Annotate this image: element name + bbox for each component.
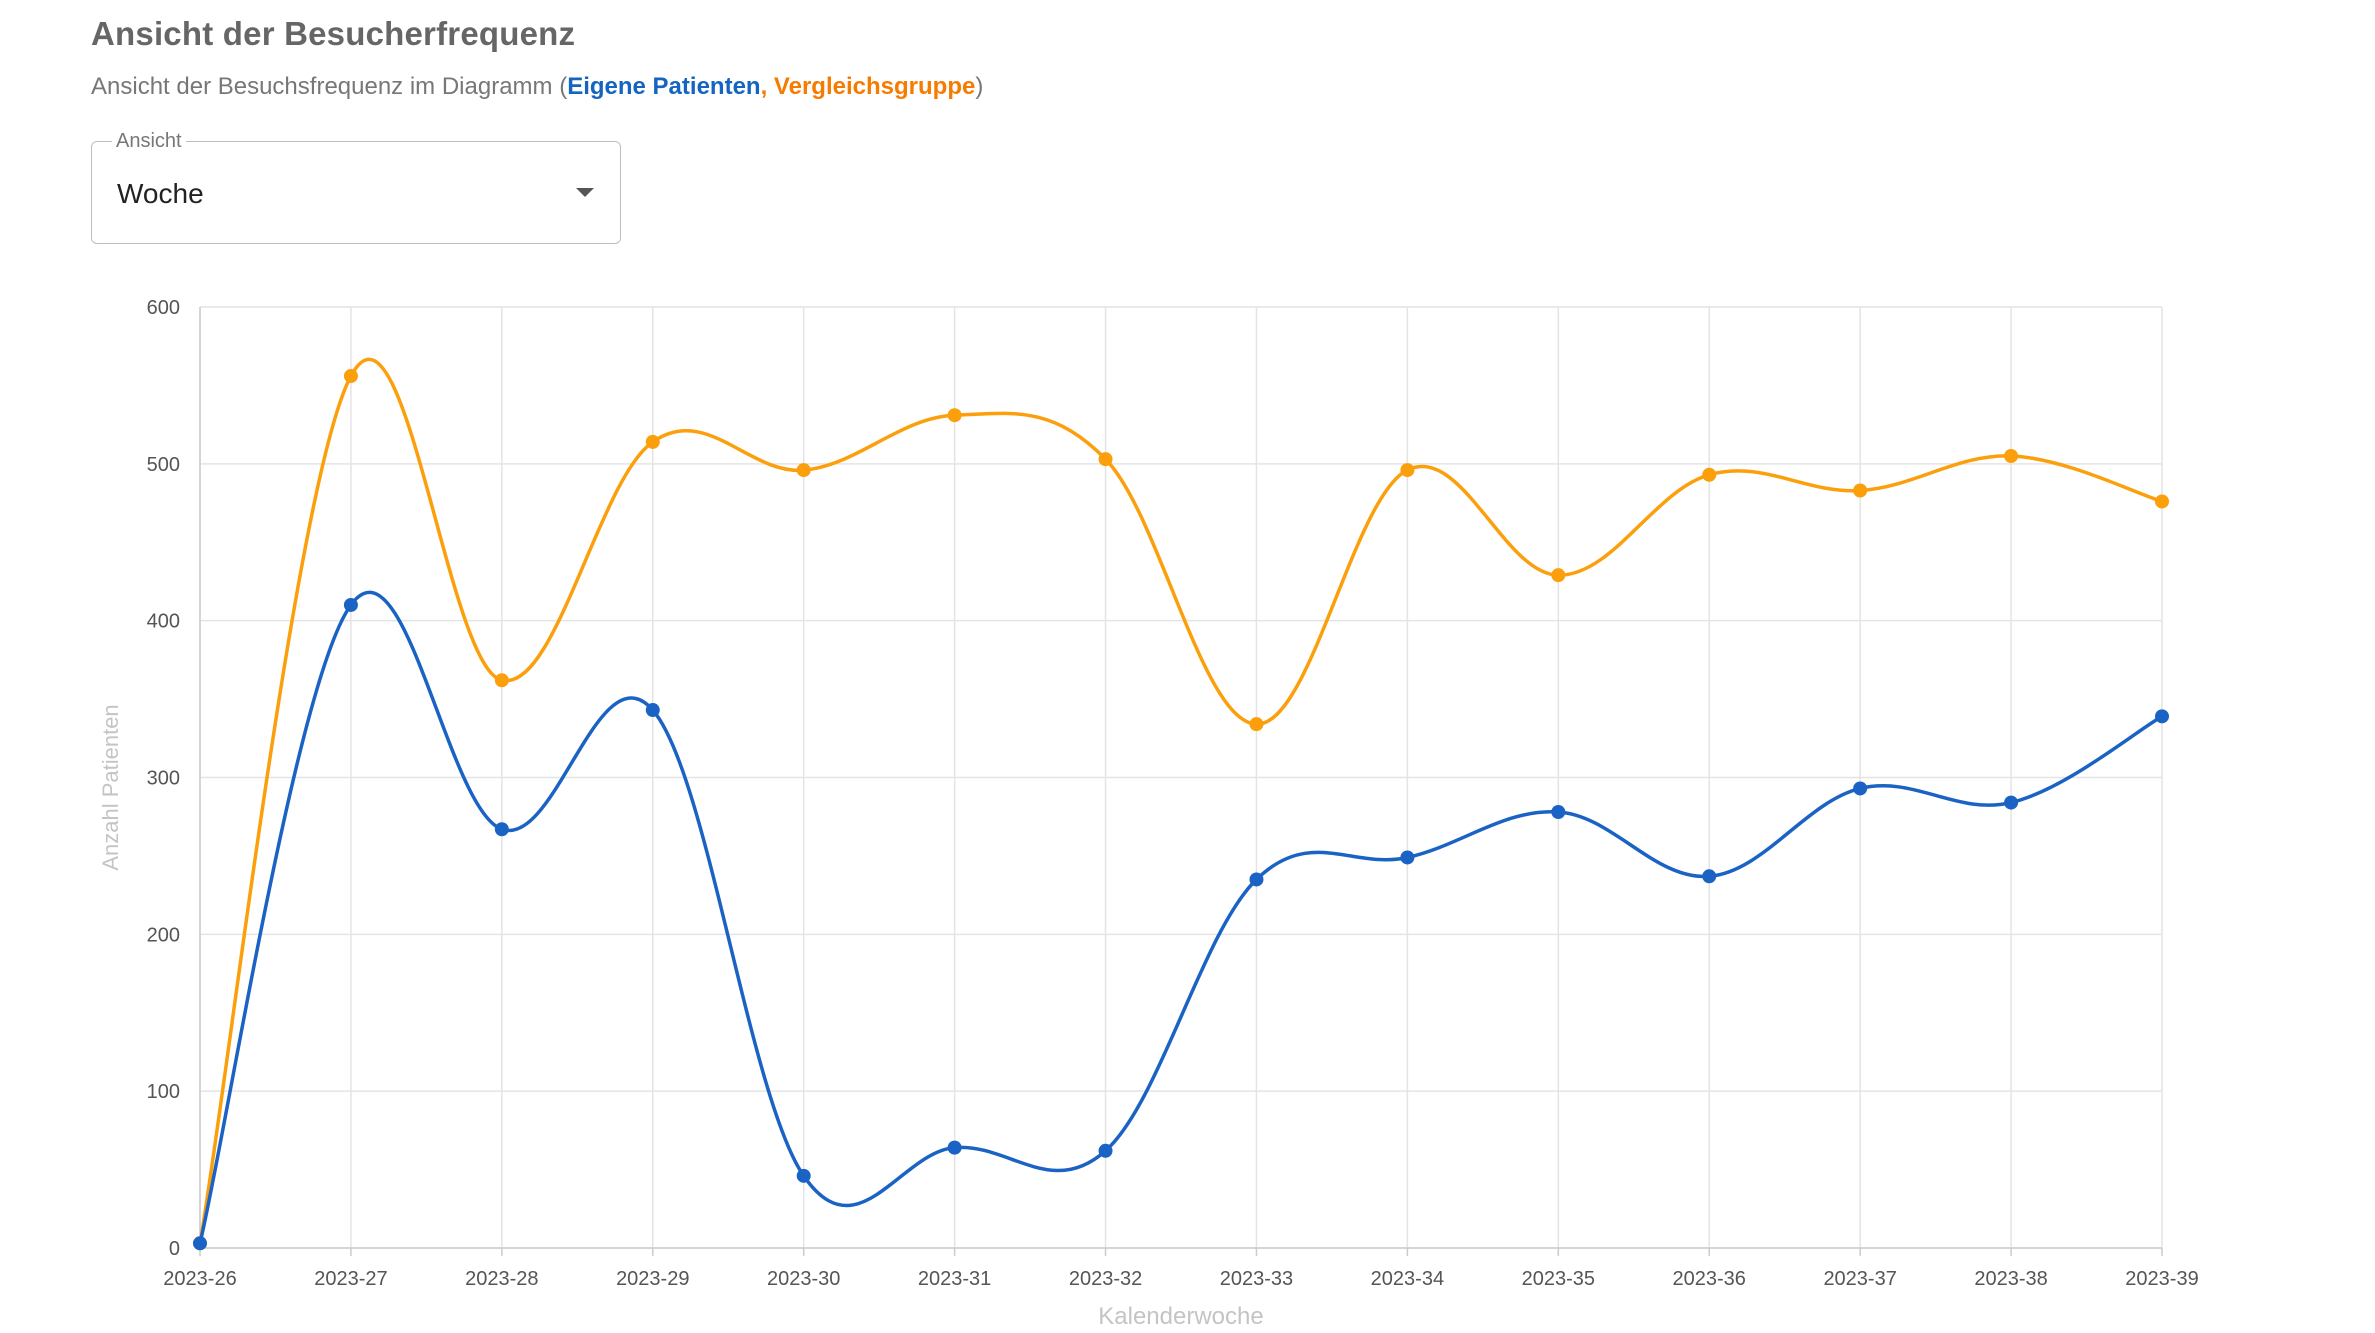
legend-comparison-group[interactable]: Vergleichsgruppe (773, 73, 976, 100)
data-point-own-patients-2023-36 (1702, 869, 1717, 884)
data-point-own-patients-2023-39 (2155, 709, 2169, 724)
x-tick-label: 2023-33 (1220, 1268, 1293, 1290)
y-tick-label: 400 (147, 611, 180, 633)
data-point-comparison-group-2023-28 (494, 673, 509, 688)
x-axis-title: Kalenderwoche (1098, 1303, 1263, 1330)
page-title: Ansicht der Besucherfrequenz (91, 15, 576, 52)
legend-separator: , (760, 73, 774, 100)
view-select[interactable]: Ansicht Woche (91, 128, 621, 244)
data-point-comparison-group-2023-32 (1098, 452, 1113, 467)
series-line-comparison-group (198, 357, 2163, 1244)
x-tick-label: 2023-28 (465, 1268, 538, 1290)
arrow-drop-down-icon[interactable] (576, 188, 594, 197)
data-point-own-patients-2023-28 (494, 822, 509, 837)
data-point-comparison-group-2023-36 (1702, 467, 1717, 482)
data-point-own-patients-2023-27 (343, 597, 358, 612)
x-tick-label: 2023-39 (2125, 1268, 2198, 1290)
view-select-label: Ansicht (112, 128, 186, 154)
data-point-comparison-group-2023-38 (2004, 448, 2019, 463)
data-point-own-patients-2023-32 (1098, 1143, 1113, 1158)
data-point-comparison-group-2023-37 (1853, 483, 1868, 498)
y-axis-title: Anzahl Patienten (98, 704, 123, 870)
page-subtitle: Ansicht der Besuchsfrequenz im Diagramm … (91, 72, 983, 102)
x-tick-label: 2023-36 (1673, 1268, 1746, 1290)
header: Ansicht der Besucherfrequenz Ansicht der… (91, 14, 983, 102)
x-tick-label: 2023-30 (767, 1268, 840, 1290)
data-point-own-patients-2023-30 (796, 1168, 811, 1183)
subtitle-suffix: ) (975, 73, 984, 100)
data-point-own-patients-2023-26 (193, 1236, 207, 1251)
y-tick-label: 600 (147, 297, 180, 319)
data-point-comparison-group-2023-35 (1551, 568, 1566, 583)
y-tick-label: 500 (147, 454, 180, 476)
data-point-comparison-group-2023-30 (796, 463, 811, 478)
x-tick-label: 2023-37 (1823, 1268, 1896, 1290)
x-tick-label: 2023-27 (314, 1268, 387, 1290)
data-point-own-patients-2023-37 (1853, 781, 1868, 796)
data-point-own-patients-2023-35 (1551, 805, 1566, 820)
legend-own-patients[interactable]: Eigene Patienten (567, 73, 761, 100)
data-point-own-patients-2023-31 (947, 1140, 962, 1155)
y-tick-label: 100 (147, 1081, 180, 1103)
data-point-own-patients-2023-29 (645, 703, 660, 718)
view-select-value[interactable]: Woche (117, 178, 204, 209)
subtitle-prefix: Ansicht der Besuchsfrequenz im Diagramm … (91, 73, 568, 100)
data-point-own-patients-2023-33 (1249, 872, 1264, 887)
data-point-own-patients-2023-34 (1400, 850, 1415, 865)
data-point-comparison-group-2023-39 (2155, 494, 2169, 509)
data-point-comparison-group-2023-33 (1249, 717, 1264, 732)
data-point-comparison-group-2023-34 (1400, 463, 1415, 478)
x-tick-label: 2023-26 (163, 1268, 236, 1290)
y-tick-label: 200 (147, 924, 180, 946)
y-tick-label: 300 (147, 768, 180, 790)
series-line-own-patients (198, 591, 2163, 1244)
data-point-comparison-group-2023-31 (947, 408, 962, 423)
x-tick-label: 2023-32 (1069, 1268, 1142, 1290)
x-tick-label: 2023-31 (918, 1268, 991, 1290)
x-tick-label: 2023-35 (1522, 1268, 1595, 1290)
x-tick-label: 2023-34 (1371, 1268, 1444, 1290)
x-tick-label: 2023-29 (616, 1268, 689, 1290)
data-point-own-patients-2023-38 (2004, 795, 2019, 810)
data-point-comparison-group-2023-29 (645, 434, 660, 449)
x-tick-label: 2023-38 (1974, 1268, 2047, 1290)
data-point-comparison-group-2023-27 (343, 369, 358, 384)
y-tick-label: 0 (169, 1238, 180, 1260)
